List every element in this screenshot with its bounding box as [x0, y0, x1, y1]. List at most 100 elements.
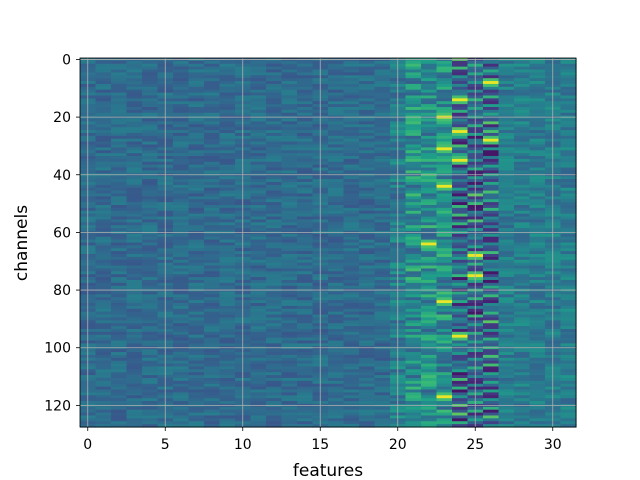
heatmap-cell	[405, 219, 422, 223]
heatmap-cell	[111, 158, 128, 163]
heatmap-cell	[359, 101, 376, 105]
heatmap-cell	[374, 222, 391, 226]
heatmap-cell	[436, 199, 453, 203]
heatmap-cell	[126, 328, 143, 333]
heatmap-cell	[142, 380, 159, 385]
heatmap-cell	[281, 409, 298, 414]
heatmap-cell	[111, 323, 128, 327]
heatmap-cell	[436, 369, 453, 373]
heatmap-cell	[452, 86, 469, 91]
heatmap-cell	[343, 303, 360, 307]
heatmap-cell	[436, 366, 453, 370]
heatmap-cell	[219, 277, 236, 281]
heatmap-cell	[281, 395, 298, 399]
heatmap-cell	[188, 179, 205, 183]
heatmap-cell	[173, 202, 190, 206]
heatmap-cell	[188, 334, 205, 339]
heatmap-cell	[374, 256, 391, 261]
heatmap-cell	[405, 89, 422, 94]
heatmap-cell	[250, 377, 267, 382]
heatmap-cell	[173, 225, 190, 229]
heatmap-cell	[173, 63, 190, 68]
heatmap-cell	[374, 271, 391, 275]
heatmap-cell	[405, 271, 422, 275]
heatmap-cell	[374, 179, 391, 183]
heatmap-cell	[328, 170, 345, 174]
heatmap-cell	[498, 340, 515, 344]
heatmap-cell	[498, 158, 515, 163]
heatmap-cell	[560, 297, 577, 301]
heatmap-cell	[374, 161, 391, 166]
heatmap-cell	[374, 196, 391, 200]
heatmap-cell	[173, 262, 190, 267]
heatmap-cell	[219, 308, 236, 313]
heatmap-cell	[374, 412, 391, 417]
heatmap-cell	[560, 268, 577, 272]
heatmap-cell	[421, 181, 438, 186]
heatmap-cell	[359, 366, 376, 370]
heatmap-cell	[95, 153, 112, 157]
heatmap-cell	[374, 181, 391, 186]
heatmap-cell	[498, 141, 515, 146]
heatmap-cell	[219, 138, 236, 143]
y-tick-label: 100	[44, 341, 71, 357]
heatmap-cell	[359, 363, 376, 368]
heatmap-cell	[529, 207, 546, 212]
heatmap-cell	[436, 179, 453, 183]
heatmap-cell	[266, 124, 283, 128]
heatmap-cell	[405, 72, 422, 76]
heatmap-cell	[529, 158, 546, 163]
heatmap-cell	[204, 205, 221, 209]
heatmap-cell	[436, 124, 453, 128]
heatmap-cell	[436, 294, 453, 298]
heatmap-cell	[250, 207, 267, 212]
heatmap-cell	[498, 406, 515, 411]
heatmap-cell	[483, 308, 500, 313]
heatmap-cell	[173, 144, 190, 148]
heatmap-cell	[219, 395, 236, 399]
heatmap-cell	[173, 294, 190, 298]
heatmap-cell	[359, 372, 376, 376]
heatmap-cell	[483, 170, 500, 174]
heatmap-cell	[188, 366, 205, 370]
heatmap-cell	[95, 343, 112, 347]
heatmap-cell	[343, 331, 360, 336]
heatmap-cell	[173, 158, 190, 163]
heatmap-cell	[266, 202, 283, 206]
heatmap-cell	[111, 124, 128, 128]
heatmap-cell	[219, 72, 236, 76]
heatmap-cell	[328, 340, 345, 344]
heatmap-cell	[173, 357, 190, 362]
heatmap-cell	[250, 389, 267, 393]
heatmap-cell	[529, 210, 546, 215]
heatmap-cell	[529, 164, 546, 169]
heatmap-cell	[343, 314, 360, 319]
heatmap-cell	[95, 167, 112, 172]
heatmap-cell	[514, 254, 531, 258]
heatmap-cell	[266, 331, 283, 336]
heatmap-cell	[498, 343, 515, 347]
heatmap-cell	[188, 256, 205, 261]
heatmap-cell	[142, 337, 159, 342]
heatmap-cell	[142, 251, 159, 255]
heatmap-cell	[219, 245, 236, 249]
heatmap-cell	[111, 254, 128, 258]
heatmap-cell	[219, 256, 236, 261]
heatmap-cell	[452, 254, 469, 258]
heatmap-cell	[560, 354, 577, 359]
heatmap-cell	[281, 150, 298, 154]
heatmap-cell	[343, 274, 360, 278]
heatmap-cell	[250, 150, 267, 154]
heatmap-cell	[126, 303, 143, 307]
heatmap-cell	[95, 199, 112, 203]
heatmap-cell	[266, 334, 283, 339]
heatmap-cell	[111, 228, 128, 232]
heatmap-cell	[483, 303, 500, 307]
heatmap-cell	[359, 291, 376, 295]
heatmap-cell	[374, 268, 391, 272]
heatmap-cell	[529, 357, 546, 362]
heatmap-cell	[560, 83, 577, 88]
heatmap-cell	[560, 274, 577, 278]
heatmap-cell	[452, 167, 469, 172]
heatmap-cell	[343, 121, 360, 125]
